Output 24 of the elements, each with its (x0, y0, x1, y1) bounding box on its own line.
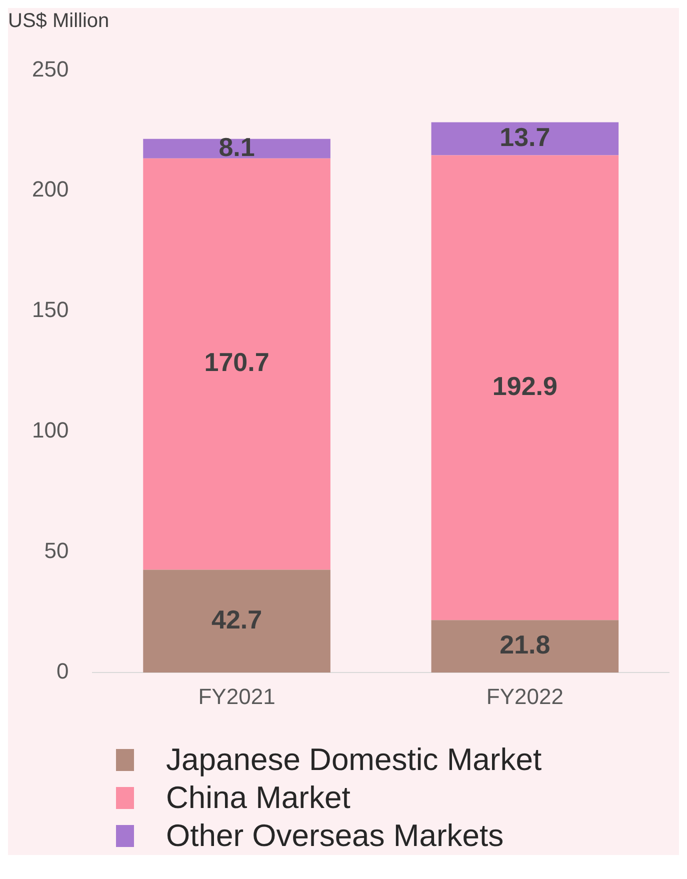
y-tick-label: 100 (32, 418, 69, 443)
data-label: 192.9 (492, 370, 558, 401)
x-tick-label: FY2021 (198, 684, 276, 709)
x-tick-label: FY2022 (486, 684, 564, 709)
data-label: 170.7 (204, 347, 270, 378)
bar (143, 138, 330, 158)
data-label: 42.7 (211, 604, 262, 634)
bar (431, 155, 619, 620)
y-tick-label: 0 (56, 658, 69, 684)
legend-label: China Market (166, 780, 350, 816)
data-label: 13.7 (500, 122, 550, 152)
bar (143, 158, 330, 570)
y-tick-label: 50 (44, 538, 69, 564)
legend-label: Japanese Domestic Market (166, 742, 542, 778)
y-tick-label: 200 (32, 176, 69, 202)
legend-label: Other Overseas Markets (166, 818, 504, 854)
bar (431, 122, 619, 156)
data-label: 21.8 (500, 630, 550, 660)
data-label: 8.1 (218, 132, 255, 162)
y-axis-title: US$ Million (8, 9, 110, 33)
bar (143, 570, 330, 673)
y-tick-label: 250 (32, 56, 69, 82)
bar (431, 620, 619, 673)
y-tick-label: 150 (32, 297, 69, 322)
